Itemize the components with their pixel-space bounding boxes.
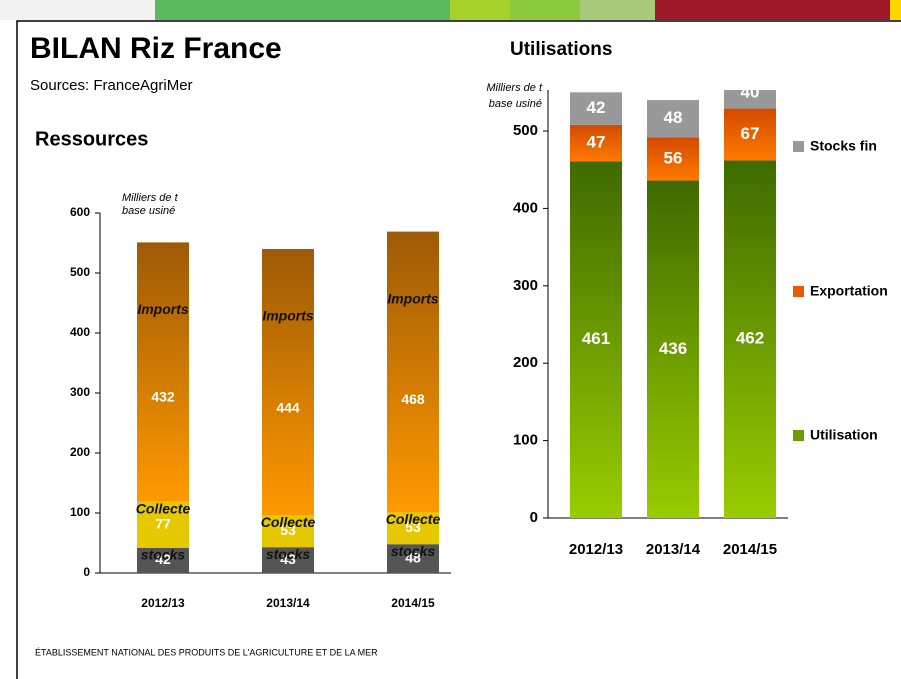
bar-segment — [262, 547, 314, 573]
y-tick-label: 300 — [513, 277, 538, 294]
footer: ÉTABLISSEMENT NATIONAL DES PRODUITS DE L… — [35, 647, 378, 657]
y-axis-label: Milliers de t — [122, 192, 179, 204]
segment-name: Collecte — [261, 514, 316, 530]
bar-segment — [387, 512, 439, 545]
data-label: 67 — [741, 124, 760, 143]
data-label: 432 — [151, 389, 175, 405]
data-label: 436 — [659, 339, 687, 358]
segment-name: stocks — [391, 543, 436, 559]
segment-name: Collecte — [136, 500, 191, 516]
legend-swatch — [793, 141, 804, 152]
bar-segment — [724, 90, 776, 109]
sources: Sources: FranceAgriMer — [30, 77, 193, 94]
y-axis-label: Milliers de t — [486, 82, 543, 94]
bar-segment — [137, 547, 189, 573]
data-label: 42 — [155, 551, 171, 567]
bar-segment — [387, 544, 439, 573]
segment-name: Collecte — [386, 511, 441, 527]
segment-name: Imports — [387, 290, 439, 306]
bar-segment — [647, 100, 699, 138]
y-tick-label: 100 — [70, 505, 90, 519]
data-label: 444 — [276, 400, 300, 416]
data-label: 53 — [280, 522, 296, 538]
y-axis-label: base usiné — [122, 205, 175, 217]
bar-segment — [724, 160, 776, 519]
legend-label: Stocks fin — [810, 138, 877, 154]
segment-name: Imports — [262, 308, 314, 324]
segment-name: stocks — [141, 547, 186, 563]
bars: 461 47 42 436 56 48 462 67 40 — [570, 83, 776, 519]
legend-swatch — [793, 430, 804, 441]
x-tick-label: 2013/14 — [266, 596, 310, 610]
bar-segment — [137, 501, 189, 548]
y-tick-label: 300 — [70, 385, 90, 399]
x-tick-label: 2014/15 — [391, 596, 435, 610]
data-label: 43 — [280, 551, 296, 567]
data-label: 53 — [405, 519, 421, 535]
y-axis-label: base usiné — [489, 98, 542, 110]
bars: 42stocks77Collecte432Imports43stocks53Co… — [136, 231, 441, 573]
bar-segment — [724, 108, 776, 161]
bar-segment — [570, 92, 622, 125]
segment-name: Imports — [137, 301, 189, 317]
y-tick-label: 200 — [70, 445, 90, 459]
x-tick-label: 2014/15 — [723, 541, 777, 558]
bar-segment — [570, 124, 622, 162]
data-label: 462 — [736, 329, 764, 348]
y-tick-label: 200 — [513, 354, 538, 371]
data-label: 468 — [401, 391, 425, 407]
legend-label: Exportation — [810, 283, 888, 299]
chart-title: Utilisations — [510, 39, 612, 60]
data-label: 77 — [155, 515, 171, 531]
legend-label: Utilisation — [810, 427, 878, 443]
x-tick-label: 2012/13 — [141, 596, 185, 610]
segment-name: stocks — [266, 546, 311, 562]
y-tick-label: 500 — [513, 122, 538, 139]
data-label: 48 — [405, 549, 421, 565]
bar-segment — [137, 242, 189, 502]
data-label: 56 — [664, 148, 683, 167]
slide-border — [16, 20, 901, 679]
y-tick-label: 0 — [83, 565, 90, 579]
x-tick-label: 2013/14 — [646, 541, 701, 558]
data-label: 40 — [741, 83, 760, 102]
bar-segment — [570, 161, 622, 518]
y-tick-label: 500 — [70, 265, 90, 279]
legend-swatch — [793, 286, 804, 297]
chart-title: Ressources — [35, 128, 148, 150]
banner — [0, 0, 901, 20]
y-tick-label: 600 — [70, 205, 90, 219]
data-label: 42 — [587, 98, 606, 117]
data-label: 47 — [587, 133, 606, 152]
bar-segment — [387, 231, 439, 513]
y-tick-label: 400 — [70, 325, 90, 339]
bar-segment — [262, 515, 314, 548]
data-label: 461 — [582, 329, 610, 348]
bar-segment — [647, 137, 699, 181]
bar-segment — [647, 180, 699, 518]
y-tick-label: 0 — [530, 509, 538, 526]
data-label: 48 — [664, 108, 683, 127]
x-tick-label: 2012/13 — [569, 541, 623, 558]
y-tick-label: 400 — [513, 199, 538, 216]
slide-title: BILAN Riz France — [30, 32, 282, 65]
bar-segment — [262, 249, 314, 516]
y-tick-label: 100 — [513, 432, 538, 449]
